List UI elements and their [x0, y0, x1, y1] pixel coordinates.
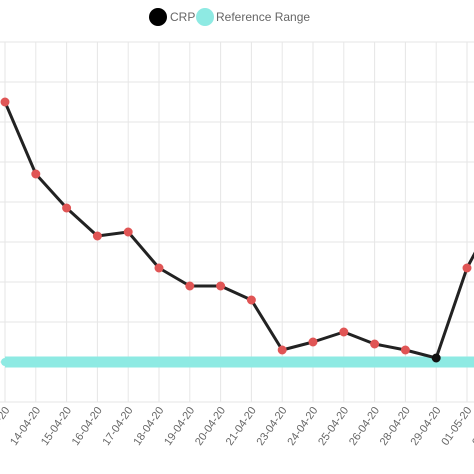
reference-range-point[interactable]	[401, 358, 410, 366]
reference-range-series	[1, 356, 474, 368]
crp-point[interactable]	[462, 263, 472, 273]
legend-marker-reference-range	[196, 8, 214, 26]
crp-point[interactable]	[339, 327, 349, 337]
reference-range-point[interactable]	[1, 358, 9, 366]
legend-marker-crp	[149, 8, 167, 26]
crp-point[interactable]	[0, 97, 10, 107]
crp-point[interactable]	[154, 263, 164, 273]
x-tick-label: 01-05-20	[439, 405, 474, 448]
crp-point[interactable]	[62, 203, 72, 213]
crp-series	[0, 97, 474, 363]
crp-point[interactable]	[123, 227, 133, 237]
crp-line	[3, 101, 474, 360]
crp-point[interactable]	[400, 345, 410, 355]
reference-range-point[interactable]	[278, 358, 287, 366]
crp-point[interactable]	[277, 345, 287, 355]
chart-legend[interactable]: CRP Reference Range	[149, 8, 310, 26]
crp-point[interactable]	[370, 339, 380, 349]
reference-range-point[interactable]	[339, 358, 348, 366]
crp-point[interactable]	[31, 169, 41, 179]
crp-point[interactable]	[431, 353, 441, 363]
reference-range-point[interactable]	[216, 358, 225, 366]
reference-range-point[interactable]	[93, 358, 102, 366]
reference-range-point[interactable]	[31, 358, 40, 366]
reference-range-point[interactable]	[370, 358, 379, 366]
reference-range-point[interactable]	[185, 358, 194, 366]
legend-label-crp: CRP	[170, 10, 195, 24]
crp-point[interactable]	[308, 337, 318, 347]
crp-point[interactable]	[216, 281, 226, 291]
reference-range-point[interactable]	[62, 358, 71, 366]
reference-range-point[interactable]	[309, 358, 317, 366]
reference-range-point[interactable]	[247, 358, 256, 366]
legend-label-reference-range: Reference Range	[216, 10, 310, 24]
reference-range-point[interactable]	[155, 358, 163, 366]
reference-range-point[interactable]	[124, 358, 133, 366]
crp-point[interactable]	[246, 295, 256, 305]
crp-point[interactable]	[185, 281, 195, 291]
x-axis-tick-labels: 13-04-2014-04-2015-04-2016-04-2017-04-20…	[0, 405, 474, 448]
reference-range-point[interactable]	[463, 358, 471, 366]
crp-point[interactable]	[92, 231, 102, 241]
